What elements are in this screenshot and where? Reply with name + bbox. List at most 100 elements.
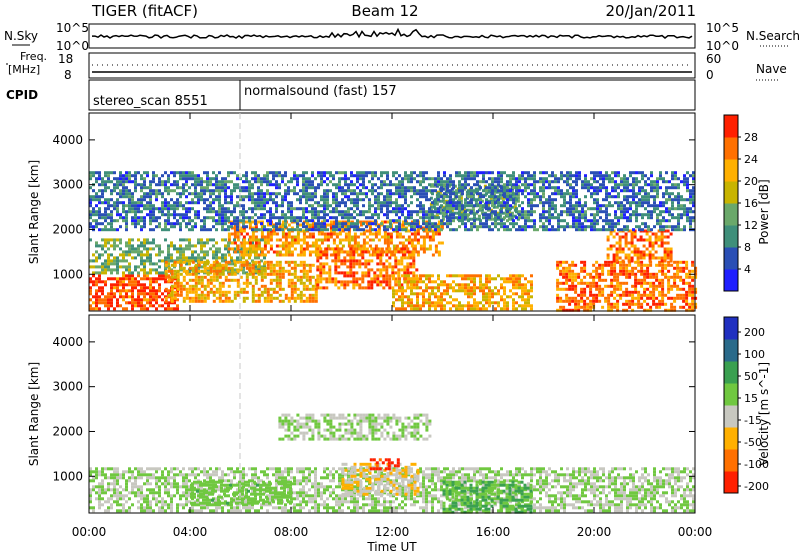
data-cell (311, 263, 315, 267)
data-cell (663, 253, 667, 257)
data-cell (287, 235, 291, 239)
data-cell (361, 274, 365, 278)
data-cell (269, 287, 273, 291)
data-cell (428, 304, 431, 308)
data-cell (518, 213, 521, 217)
data-cell (170, 259, 173, 263)
data-cell (143, 238, 146, 242)
data-cell (518, 280, 521, 284)
data-cell (365, 229, 369, 233)
data-cell (317, 228, 320, 232)
data-cell (398, 228, 401, 232)
data-cell (164, 207, 167, 211)
data-cell (296, 232, 300, 236)
data-cell (515, 301, 518, 305)
data-cell (628, 272, 632, 276)
data-cell (350, 189, 353, 193)
data-cell (595, 269, 599, 273)
data-cell (391, 265, 395, 269)
data-cell (89, 201, 92, 205)
data-cell (428, 238, 432, 242)
data-cell (527, 298, 530, 302)
data-cell (500, 207, 503, 211)
data-cell (275, 204, 278, 208)
data-cell (334, 283, 338, 287)
data-cell (497, 201, 500, 205)
data-cell (467, 307, 470, 311)
data-cell (152, 219, 155, 223)
data-cell (122, 189, 125, 193)
data-cell (412, 256, 416, 260)
data-cell (200, 192, 203, 196)
data-cell (356, 235, 360, 239)
data-cell (661, 299, 665, 303)
data-cell (95, 265, 98, 269)
data-cell (239, 290, 243, 294)
data-cell (125, 277, 128, 281)
cpid-panel: CPID stereo_scan 8551 normalsound (fast)… (6, 79, 696, 111)
data-cell (215, 260, 219, 264)
data-cell (170, 256, 173, 260)
data-cell (365, 247, 369, 251)
data-cell (316, 253, 320, 257)
data-cell (236, 235, 240, 239)
data-cell (128, 247, 131, 251)
data-cell (194, 222, 197, 226)
data-cell (203, 241, 206, 245)
data-cell (667, 284, 671, 288)
data-cell (649, 275, 653, 279)
data-cell (461, 286, 464, 290)
data-cell (128, 195, 131, 199)
data-cell (347, 235, 351, 239)
data-cell (371, 228, 374, 232)
data-cell (422, 295, 425, 299)
data-cell (182, 216, 185, 220)
data-cell (278, 186, 281, 190)
data-cell (485, 201, 488, 205)
data-cell (104, 259, 107, 263)
data-cell (101, 271, 104, 275)
data-cell (266, 180, 269, 184)
data-cell (353, 204, 356, 208)
data-cell (146, 192, 149, 196)
data-cell (287, 241, 291, 245)
data-cell (260, 195, 263, 199)
data-cell (260, 192, 263, 196)
data-cell (559, 308, 563, 312)
data-cell (107, 253, 110, 257)
data-cell (473, 298, 476, 302)
data-cell (383, 238, 387, 242)
data-cell (350, 198, 353, 202)
data-cell (488, 292, 491, 296)
data-cell (416, 238, 420, 242)
data-cell (113, 189, 116, 193)
data-cell (290, 241, 294, 245)
data-cell (404, 274, 407, 278)
data-cell (188, 244, 191, 248)
data-cell (419, 189, 422, 193)
data-cell (464, 225, 467, 229)
data-cell (394, 265, 398, 269)
data-cell (323, 189, 326, 193)
data-cell (410, 180, 413, 184)
data-cell (200, 265, 203, 269)
data-cell (476, 204, 479, 208)
data-cell (155, 189, 158, 193)
data-cell (395, 213, 398, 217)
data-cell (284, 250, 288, 254)
data-cell (391, 268, 395, 272)
data-cell (643, 263, 647, 267)
data-cell (449, 301, 452, 305)
data-cell (164, 228, 167, 232)
data-cell (479, 219, 482, 223)
data-cell (134, 247, 137, 251)
data-cell (206, 198, 209, 202)
data-cell (140, 250, 143, 254)
data-cell (604, 299, 608, 303)
data-cell (515, 180, 518, 184)
data-cell (389, 222, 392, 226)
data-cell (104, 213, 107, 217)
data-cell (335, 244, 339, 248)
data-cell (346, 250, 350, 254)
data-cell (512, 307, 515, 311)
